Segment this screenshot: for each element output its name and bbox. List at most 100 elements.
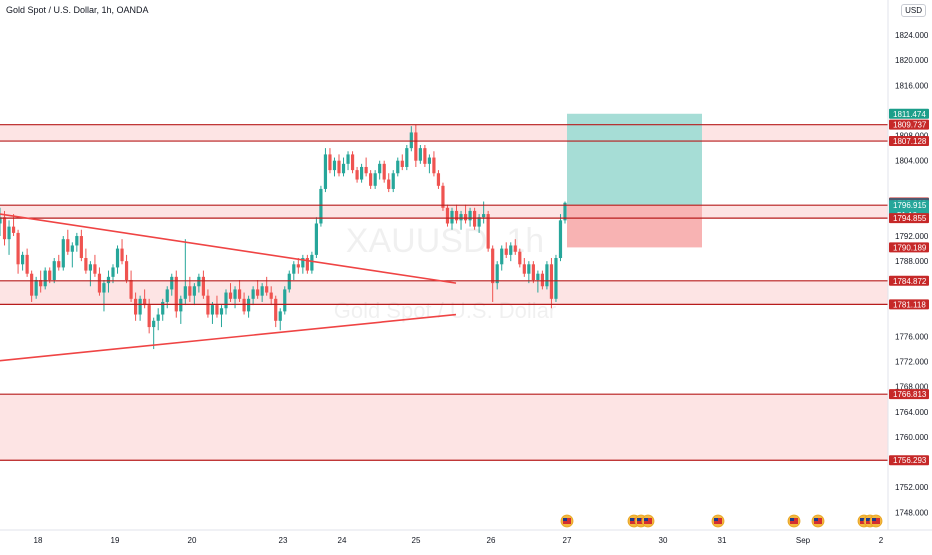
us-event-icon[interactable]: [811, 514, 825, 528]
candle[interactable]: [34, 276, 38, 299]
candle[interactable]: [260, 283, 264, 302]
candle[interactable]: [124, 254, 129, 284]
price-label[interactable]: 1781.118: [889, 299, 929, 310]
candle[interactable]: [477, 214, 481, 233]
candle[interactable]: [436, 170, 441, 189]
candle[interactable]: [337, 154, 341, 177]
candle[interactable]: [251, 286, 255, 306]
candle[interactable]: [192, 283, 196, 306]
candle[interactable]: [247, 295, 251, 318]
candle[interactable]: [527, 261, 531, 284]
candle[interactable]: [7, 220, 11, 255]
candle[interactable]: [423, 144, 427, 167]
candle[interactable]: [183, 239, 187, 306]
price-label[interactable]: 1809.737: [889, 119, 929, 130]
price-label[interactable]: 1811.474: [889, 108, 929, 119]
us-event-icon[interactable]: [787, 514, 801, 528]
candle[interactable]: [138, 295, 142, 321]
candle[interactable]: [414, 124, 418, 167]
candle[interactable]: [468, 207, 472, 227]
price-label[interactable]: 1756.293: [889, 455, 929, 466]
candle[interactable]: [120, 239, 124, 265]
candle[interactable]: [237, 279, 242, 302]
candle[interactable]: [265, 276, 269, 296]
candle[interactable]: [405, 144, 409, 171]
candle[interactable]: [491, 245, 495, 302]
candle[interactable]: [373, 170, 377, 189]
candle[interactable]: [486, 210, 490, 252]
candle[interactable]: [450, 207, 454, 230]
candle[interactable]: [549, 258, 554, 309]
candle[interactable]: [278, 308, 282, 331]
candle[interactable]: [21, 251, 25, 271]
candle[interactable]: [134, 292, 138, 321]
candle[interactable]: [39, 270, 43, 293]
candle[interactable]: [396, 157, 400, 177]
candle[interactable]: [454, 204, 459, 224]
candle[interactable]: [152, 317, 156, 350]
candle[interactable]: [16, 229, 20, 274]
candle[interactable]: [355, 166, 359, 183]
candle[interactable]: [531, 261, 535, 284]
candle[interactable]: [378, 160, 382, 180]
candle[interactable]: [305, 254, 309, 274]
candle[interactable]: [179, 295, 183, 324]
candle[interactable]: [382, 160, 386, 183]
candle[interactable]: [323, 148, 328, 193]
candle[interactable]: [558, 214, 563, 262]
candle[interactable]: [536, 270, 540, 293]
candle[interactable]: [84, 248, 88, 274]
candle[interactable]: [2, 210, 7, 246]
candle[interactable]: [545, 261, 549, 290]
candle[interactable]: [540, 270, 544, 290]
price-label[interactable]: 1794.855: [889, 213, 929, 224]
price-label[interactable]: 1784.872: [889, 275, 929, 286]
candle[interactable]: [500, 245, 504, 271]
candle[interactable]: [459, 210, 463, 230]
trend-line[interactable]: [0, 213, 457, 284]
candle[interactable]: [219, 305, 224, 328]
candle[interactable]: [93, 254, 97, 277]
candle[interactable]: [391, 170, 395, 193]
candle[interactable]: [210, 301, 215, 324]
price-label[interactable]: 1807.128: [889, 136, 929, 147]
us-event-icon[interactable]: [560, 514, 574, 528]
candle[interactable]: [143, 289, 147, 309]
candle[interactable]: [174, 270, 178, 318]
target-zone[interactable]: [567, 113, 702, 206]
candle[interactable]: [495, 261, 499, 290]
currency-button[interactable]: USD: [901, 4, 926, 17]
candle[interactable]: [427, 154, 431, 174]
candle[interactable]: [102, 279, 106, 312]
candle[interactable]: [522, 258, 526, 277]
candle[interactable]: [554, 254, 558, 302]
candle[interactable]: [156, 308, 160, 331]
candle[interactable]: [242, 292, 246, 315]
candle[interactable]: [52, 258, 56, 284]
candle[interactable]: [197, 273, 201, 293]
candle[interactable]: [441, 182, 445, 211]
candle[interactable]: [115, 245, 120, 274]
candle[interactable]: [369, 170, 373, 189]
candle[interactable]: [518, 248, 522, 268]
candle[interactable]: [170, 273, 174, 296]
candle[interactable]: [432, 151, 436, 177]
candle[interactable]: [364, 157, 368, 177]
candle[interactable]: [57, 254, 61, 271]
candle[interactable]: [314, 217, 318, 259]
candle[interactable]: [129, 270, 133, 302]
candle[interactable]: [310, 251, 314, 274]
candle[interactable]: [224, 289, 228, 315]
symbol-title[interactable]: Gold Spot / U.S. Dollar, 1h, OANDA: [6, 5, 149, 15]
trend-line[interactable]: [0, 313, 457, 365]
candle[interactable]: [30, 270, 34, 302]
candle[interactable]: [66, 229, 70, 255]
candle[interactable]: [296, 258, 300, 274]
candle[interactable]: [328, 148, 332, 174]
candle[interactable]: [228, 283, 233, 302]
candle[interactable]: [473, 207, 477, 230]
candle[interactable]: [61, 236, 65, 271]
candle[interactable]: [201, 270, 205, 299]
